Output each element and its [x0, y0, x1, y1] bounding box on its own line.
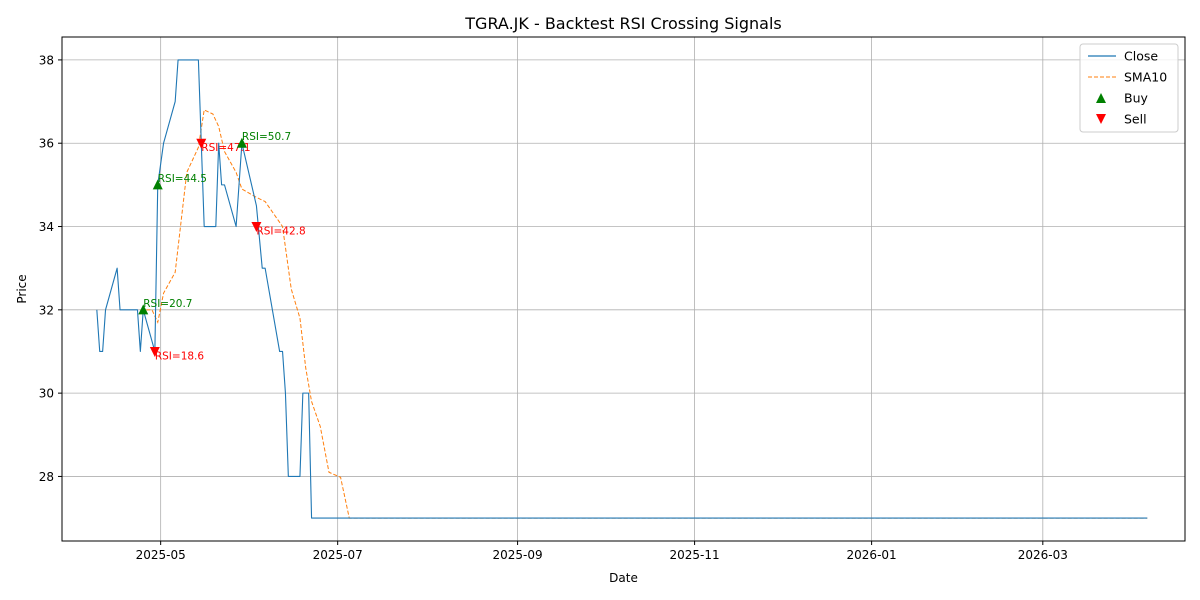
sell-marker	[149, 346, 160, 357]
legend-sell-marker	[1096, 114, 1106, 124]
y-axis-label: Price	[15, 274, 29, 303]
x-tick-label: 2026-01	[847, 548, 897, 562]
y-tick-label: 36	[39, 137, 54, 151]
y-tick-label: 28	[39, 470, 54, 484]
x-tick-label: 2026-03	[1018, 548, 1068, 562]
y-tick-label: 38	[39, 53, 54, 67]
grid-layer	[62, 37, 1185, 541]
legend-box	[1079, 43, 1179, 133]
legend-close-label: Close	[1124, 49, 1158, 64]
sell-rsi-annotation: RSI=18.6	[155, 350, 205, 362]
x-tick-label: 2025-05	[136, 548, 186, 562]
x-tick-label: 2025-11	[670, 548, 720, 562]
y-tick-label: 32	[39, 303, 54, 317]
sell-marker	[251, 222, 262, 233]
sell-rsi-annotation: RSI=42.8	[256, 226, 305, 238]
series-layer	[96, 59, 1148, 519]
y-tick-label: 30	[39, 387, 54, 401]
legend: Close SMA10 Buy Sell	[1079, 43, 1179, 133]
tick-layer: 2025-05 2025-07 2025-09 2025-11 2026-01 2026-…	[39, 53, 1068, 562]
buy-rsi-annotation: RSI=20.7	[143, 298, 192, 310]
sma10-line	[140, 109, 1148, 519]
buy-marker	[152, 179, 163, 190]
sell-marker	[196, 138, 207, 149]
x-tick-label: 2025-07	[313, 548, 363, 562]
buy-marker	[236, 137, 247, 148]
buy-rsi-annotation: RSI=44.5	[158, 173, 207, 185]
legend-buy-marker	[1096, 93, 1106, 103]
x-tick-label: 2025-09	[493, 548, 543, 562]
x-axis-label: Date	[609, 571, 638, 585]
legend-sma10-label: SMA10	[1124, 70, 1167, 85]
buy-marker	[138, 304, 149, 315]
chart-title: TGRA.JK - Backtest RSI Crossing Signals	[464, 14, 781, 33]
close-line	[96, 59, 1148, 519]
legend-sell-label: Sell	[1124, 112, 1147, 127]
marker-layer: RSI=20.7RSI=18.6RSI=44.5RSI=47.1RSI=50.7…	[138, 131, 306, 362]
buy-rsi-annotation: RSI=50.7	[242, 131, 291, 143]
plot-frame	[61, 36, 1186, 542]
y-tick-label: 34	[39, 220, 54, 234]
legend-buy-label: Buy	[1124, 91, 1148, 106]
